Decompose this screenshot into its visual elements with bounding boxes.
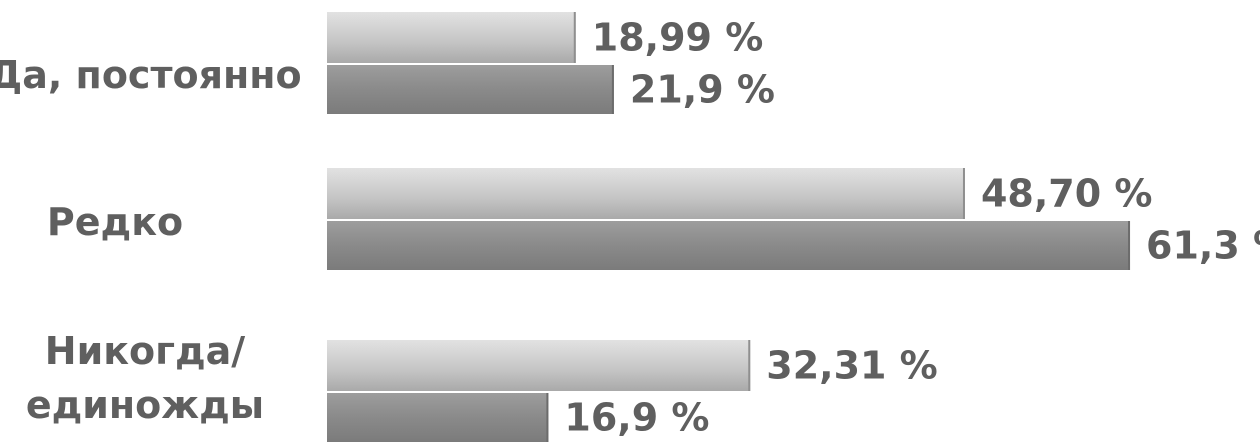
value-label: 21,9 % <box>630 68 775 112</box>
category-label: Да, постоянно <box>0 53 302 97</box>
bar-edge <box>573 12 576 63</box>
category-label: Никогда/единожды <box>26 329 264 427</box>
category-label-line: Никогда/ <box>45 329 246 373</box>
bar <box>327 393 549 442</box>
category-label-line: Да, постоянно <box>0 53 302 97</box>
bar <box>327 168 965 219</box>
bar <box>327 340 751 391</box>
value-label: 48,70 % <box>981 172 1153 216</box>
category-label-line: Редко <box>47 200 183 244</box>
value-label: 61,3 % <box>1146 224 1260 268</box>
category-labels: Да, постоянно Редко Никогда/единожды <box>0 53 302 427</box>
bar-edge <box>962 168 965 219</box>
value-label: 32,31 % <box>766 344 938 388</box>
bar-edge <box>611 65 614 114</box>
bar-edge <box>1128 221 1131 270</box>
bar <box>327 12 576 63</box>
bar <box>327 65 614 114</box>
value-label: 18,99 % <box>592 16 764 60</box>
category-label: Редко <box>47 200 183 244</box>
category-label-line: единожды <box>26 383 264 427</box>
bar-edge <box>546 393 549 442</box>
bar-edge <box>748 340 751 391</box>
value-labels: 18,99 % 48,70 % 32,31 % 21,9 % 61,3 % 16,9 % <box>564 16 1260 440</box>
value-label: 16,9 % <box>564 396 709 440</box>
bar <box>327 221 1131 270</box>
bars <box>327 12 1131 442</box>
